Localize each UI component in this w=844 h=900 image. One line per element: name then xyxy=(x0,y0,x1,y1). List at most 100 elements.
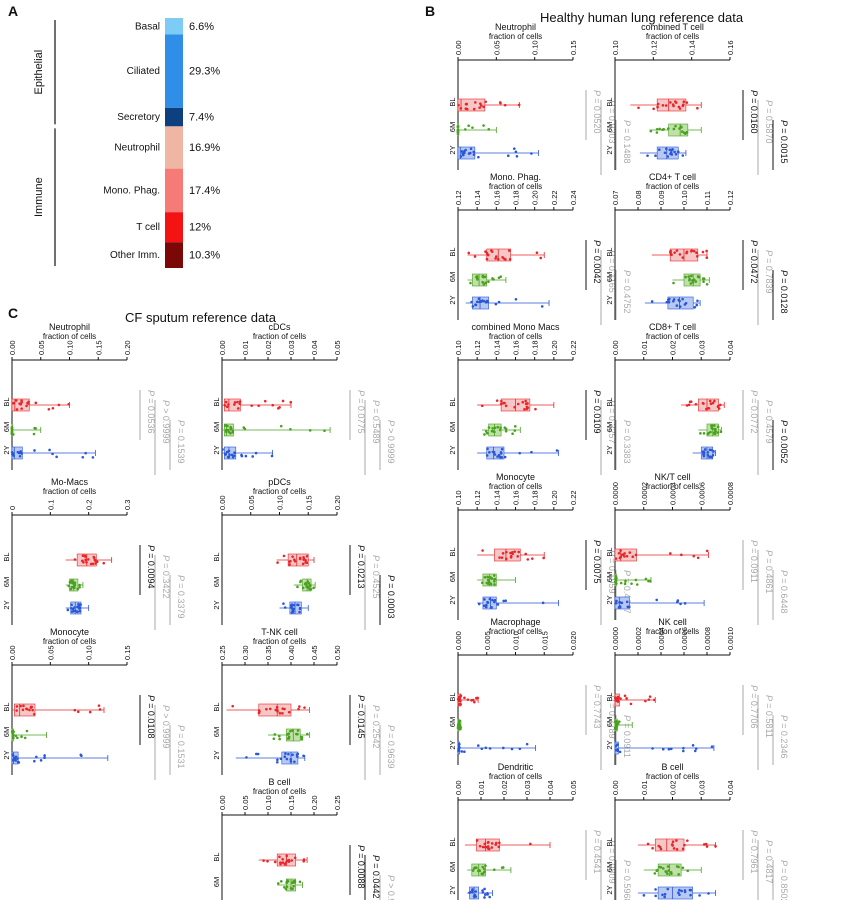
chart-18-point-1-9 xyxy=(285,885,289,888)
chart-11-point-2-5 xyxy=(680,889,683,893)
chart-14-point-0-16 xyxy=(83,554,87,558)
chart-1-p-value-2: P = 0.0015 xyxy=(779,120,789,163)
chart-12-tick-label-2: 0.10 xyxy=(66,340,75,355)
chart-5-point-1-5 xyxy=(716,431,720,434)
chart-11-point-1-9 xyxy=(664,870,667,873)
chart-17-point-1-16 xyxy=(300,738,304,741)
chart-10-point-1-7 xyxy=(471,869,475,872)
chart-9-point-1-17 xyxy=(618,720,621,723)
chart-4-group-label-1: 6M xyxy=(448,422,457,432)
panel-c-title: CF sputum reference data xyxy=(125,310,277,325)
chart-2-point-0-8 xyxy=(484,250,487,253)
chart-1-p-text-2: = 0.0015 xyxy=(779,128,789,163)
chart-6-point-2-10 xyxy=(490,606,493,609)
chart-5-point-0-6 xyxy=(702,402,705,405)
chart-9-p-symbol-2: P xyxy=(779,715,789,723)
chart-16-point-2-6 xyxy=(14,759,17,762)
chart-4-tick-label-6: 0.22 xyxy=(569,340,578,355)
chart-7-point-1-4 xyxy=(624,579,627,583)
chart-16-point-2-2 xyxy=(43,756,46,760)
chart-0-point-2-17 xyxy=(472,153,476,156)
chart-6-p-value-0: P = 0.0075 xyxy=(592,540,602,583)
chart-17-point-0-1 xyxy=(278,711,282,715)
chart-13-point-0-1 xyxy=(281,399,285,403)
chart-6-tick-label-1: 0.12 xyxy=(473,490,482,505)
chart-7-point-0-12 xyxy=(628,551,632,554)
chart-3-point-1-10 xyxy=(694,280,698,283)
chart-6-tick-label-0: 0.10 xyxy=(454,490,463,505)
chart-12-point-0-12 xyxy=(57,403,61,407)
chart-5-point-1-7 xyxy=(710,424,713,427)
chart-6-group-label-0: BL xyxy=(448,547,457,556)
chart-0-point-1-14 xyxy=(456,129,460,133)
chart-8-point-2-11 xyxy=(480,747,484,751)
chart-16-point-0-5 xyxy=(97,704,101,707)
chart-13-tick-label-2: 0.02 xyxy=(264,340,273,355)
chart-2-p-text-2: = 0.4752 xyxy=(622,278,632,313)
bar-segment-6 xyxy=(165,242,183,268)
chart-3-point-1-6 xyxy=(705,282,709,286)
chart-7-point-1-11 xyxy=(614,575,618,578)
chart-13-tick-label-0: 0.00 xyxy=(218,340,227,355)
chart-2-tick-label-0: 0.12 xyxy=(454,190,463,205)
chart-6-point-1-17 xyxy=(485,581,489,585)
chart-8-p-text-0: = 0.7743 xyxy=(592,693,602,728)
panel-b-title: Healthy human lung reference data xyxy=(540,10,744,25)
chart-7-p-symbol-0: P xyxy=(749,540,759,548)
chart-14-point-0-7 xyxy=(93,558,97,562)
chart-7-box-0 xyxy=(614,548,637,562)
chart-0-point-2-14 xyxy=(459,155,463,158)
chart-8-title: Macrophage xyxy=(490,617,540,627)
chart-4-p-text-0: = 0.0109 xyxy=(592,398,602,433)
chart-13-p-value-0: P = 0.0775 xyxy=(356,390,366,433)
chart-13-tick-label-3: 0.03 xyxy=(287,340,296,355)
chart-9-point-2-17 xyxy=(694,747,698,750)
chart-17-point-0-2 xyxy=(268,707,272,711)
chart-14-p-symbol-1: P xyxy=(161,555,171,563)
chart-1-point-1-16 xyxy=(661,128,664,131)
chart-1-point-1-14 xyxy=(672,127,676,131)
chart-16-p-symbol-1: P xyxy=(161,705,171,713)
chart-17-point-2-12 xyxy=(254,752,258,756)
chart-7-tick-label-3: 0.0006 xyxy=(697,482,706,505)
chart-2-point-2-17 xyxy=(540,305,544,308)
chart-1-point-2-8 xyxy=(665,147,668,151)
chart-7-point-2-13 xyxy=(617,605,621,609)
chart-12-sublabel: fraction of cells xyxy=(43,332,96,341)
chart-4-title: combined Mono Macs xyxy=(471,322,560,332)
chart-11-point-1-2 xyxy=(666,865,670,868)
chart-17-point-2-13 xyxy=(295,753,299,757)
chart-18-sublabel: fraction of cells xyxy=(253,787,306,796)
chart-13-point-2-17 xyxy=(231,455,235,459)
chart-8-p-value-2: P = 0.0911 xyxy=(622,715,632,758)
chart-7-group-label-0: BL xyxy=(605,547,614,556)
chart-1-point-0-3 xyxy=(685,101,689,104)
chart-4-point-2-15 xyxy=(497,454,501,458)
chart-3-p-text-2: = 0.0128 xyxy=(779,278,789,313)
chart-16-point-0-4 xyxy=(73,708,77,712)
chart-17-point-2-14 xyxy=(276,758,279,762)
chart-11-point-1-17 xyxy=(661,867,665,870)
chart-18-point-0-7 xyxy=(273,860,277,864)
chart-14-p-text-1: = 0.3422 xyxy=(161,563,171,598)
chart-8-point-0-14 xyxy=(456,697,460,701)
chart-9-point-0-6 xyxy=(647,698,651,701)
chart-13-point-2-1 xyxy=(221,448,224,451)
chart-11-tick-label-0: 0.00 xyxy=(611,780,620,795)
chart-18-p-symbol-2: P xyxy=(386,875,396,883)
chart-14-point-0-15 xyxy=(87,558,90,561)
chart-11-point-1-14 xyxy=(666,872,669,876)
chart-5-point-0-16 xyxy=(705,407,708,411)
chart-3-point-1-15 xyxy=(691,280,695,284)
chart-10-tick-label-4: 0.04 xyxy=(546,780,555,795)
chart-11-point-2-12 xyxy=(689,893,692,897)
chart-7-point-2-17 xyxy=(625,600,629,604)
chart-10-point-0-17 xyxy=(490,846,494,849)
chart-16-p-text-2: = 0.1531 xyxy=(176,733,186,768)
chart-17-p-value-2: P = 0.9639 xyxy=(386,725,396,768)
chart-6-p-text-1: = 0.1959 xyxy=(607,558,617,593)
chart-4-group-label-0: BL xyxy=(448,397,457,406)
chart-4-point-1-1 xyxy=(499,426,502,430)
chart-10-tick-label-0: 0.00 xyxy=(454,780,463,795)
chart-13-point-0-0 xyxy=(271,403,275,407)
